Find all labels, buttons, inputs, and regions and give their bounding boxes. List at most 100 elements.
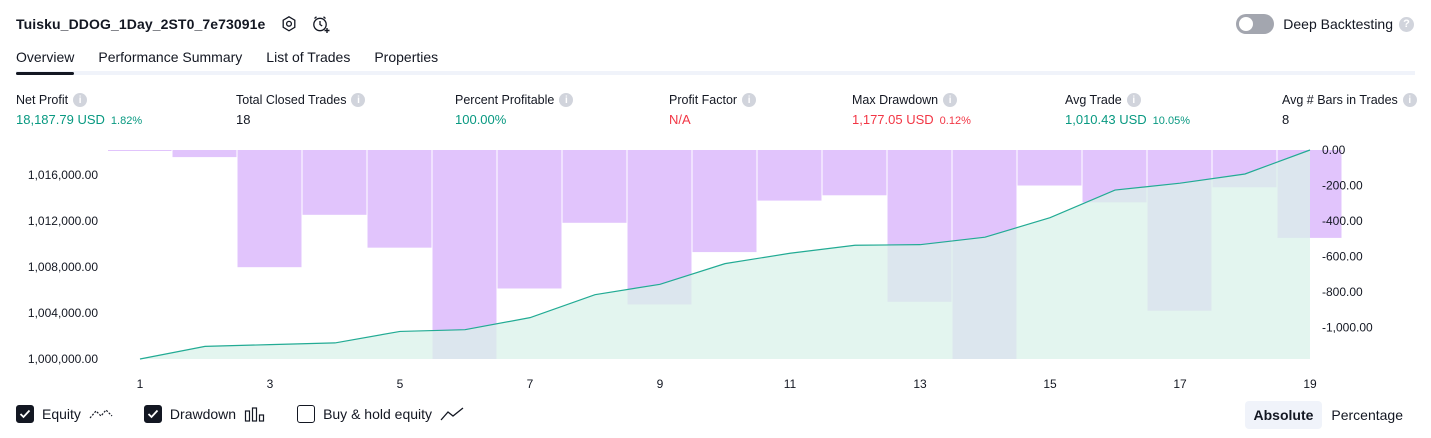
deep-backtesting-label: Deep Backtesting	[1283, 16, 1393, 32]
legend-buy-hold[interactable]: Buy & hold equity	[297, 405, 464, 423]
metric-percent: 0.12%	[939, 115, 971, 127]
left-axis-tick-label: 1,012,000.00	[28, 214, 98, 228]
legend-drawdown[interactable]: Drawdown	[143, 405, 266, 423]
left-axis-labels: 1,000,000.00 1,004,000.00 1,008,000.00 1,01…	[28, 168, 98, 366]
x-axis-tick-label: 5	[397, 377, 404, 391]
left-axis-tick-label: 1,008,000.00	[28, 260, 98, 274]
x-axis-tick-label: 13	[913, 377, 927, 391]
metric-profit-factor: Profit Factor i N/A	[669, 93, 757, 127]
metric-label: Total Closed Trades	[236, 93, 347, 107]
metrics-row: Net Profit i 18,187.79 USD 1.82% Total Clo…	[0, 93, 1431, 133]
strategy-title: Tuisku_DDOG_1Day_2ST0_7e73091e	[16, 16, 266, 32]
drawdown-checkbox[interactable]	[143, 405, 162, 423]
deep-backtesting-toggle[interactable]	[1236, 14, 1275, 34]
metric-value: 1,177.05 USD	[852, 112, 934, 127]
metric-label: Avg Trade	[1065, 93, 1122, 107]
equity-line-icon	[89, 406, 113, 422]
equity-series	[139, 149, 1311, 360]
x-axis-tick-label: 11	[784, 377, 797, 391]
tab-list-of-trades[interactable]: List of Trades	[266, 49, 351, 65]
drawdown-bar	[108, 150, 172, 151]
metric-total-closed-trades: Total Closed Trades i 18	[236, 93, 366, 127]
left-axis-tick-label: 1,000,000.00	[28, 352, 98, 366]
drawdown-bar	[1017, 150, 1082, 186]
info-icon[interactable]: i	[943, 93, 958, 107]
metric-label: Percent Profitable	[455, 93, 555, 107]
help-icon[interactable]: ?	[1399, 16, 1414, 32]
equity-drawdown-chart[interactable]: 1,000,000.00 1,004,000.00 1,008,000.00 1,01…	[0, 140, 1431, 400]
right-axis-tick-label: -200.00	[1322, 179, 1363, 193]
chart-legend: Equity Drawdown Buy & hold equity	[16, 403, 495, 425]
right-axis-tick-label: -600.00	[1322, 250, 1363, 264]
metric-percent: 1.82%	[110, 115, 143, 127]
drawdown-bar	[172, 150, 237, 158]
drawdown-bars-icon	[244, 406, 266, 422]
drawdown-bar	[757, 150, 822, 201]
absolute-button[interactable]: Absolute	[1244, 401, 1323, 429]
equity-checkbox[interactable]	[16, 405, 34, 423]
add-alert-clock-icon[interactable]	[311, 14, 331, 34]
x-axis-tick-label: 7	[527, 377, 534, 391]
percentage-button[interactable]: Percentage	[1331, 407, 1403, 423]
strategy-header: Tuisku_DDOG_1Day_2ST0_7e73091e	[16, 12, 331, 36]
chart-svg: 1,000,000.00 1,004,000.00 1,008,000.00 1,01…	[28, 143, 1373, 391]
info-icon[interactable]: i	[351, 93, 366, 107]
drawdown-bar	[692, 150, 757, 253]
drawdown-bar	[432, 150, 497, 359]
metric-percent: 10.05%	[1152, 115, 1190, 127]
drawdown-bar	[367, 150, 432, 248]
legend-equity[interactable]: Equity	[16, 405, 113, 423]
settings-gear-icon[interactable]	[279, 14, 299, 34]
tab-overview[interactable]: Overview	[16, 47, 75, 75]
x-axis-tick-label: 9	[657, 377, 664, 391]
drawdown-bar	[237, 150, 302, 268]
metric-label: Profit Factor	[669, 93, 738, 107]
deep-backtesting-control: Deep Backtesting ?	[1236, 13, 1414, 35]
x-axis-tick-label: 17	[1173, 377, 1187, 391]
right-axis-labels: 0.00 -200.00 -400.00 -600.00 -800.00 -1,000.0…	[1322, 143, 1373, 335]
right-axis-tick-label: -400.00	[1322, 214, 1363, 228]
info-icon[interactable]: i	[559, 93, 574, 107]
x-axis-tick-label: 19	[1303, 377, 1317, 391]
value-mode-switch: Absolute Percentage	[1244, 401, 1413, 429]
right-axis-tick-label: -800.00	[1322, 285, 1363, 299]
drawdown-bar	[562, 150, 627, 223]
info-icon[interactable]: i	[73, 93, 88, 107]
tab-bar: Overview Performance Summary List of Tra…	[16, 47, 1415, 75]
toggle-knob	[1239, 17, 1254, 31]
x-axis-tick-label: 3	[267, 377, 274, 391]
buy-hold-line-icon	[440, 406, 464, 422]
info-icon[interactable]: i	[742, 93, 757, 107]
info-icon[interactable]: i	[1126, 93, 1141, 107]
drawdown-bar	[822, 150, 887, 196]
right-axis-tick-label: 0.00	[1322, 143, 1346, 157]
right-axis-tick-label: -1,000.00	[1322, 321, 1373, 335]
x-axis-tick-label: 15	[1043, 377, 1057, 391]
left-axis-tick-label: 1,004,000.00	[28, 306, 98, 320]
legend-label: Equity	[42, 406, 81, 422]
buy-hold-checkbox[interactable]	[297, 405, 316, 423]
metric-percent-profitable: Percent Profitable i 100.00%	[455, 93, 574, 127]
metric-net-profit: Net Profit i 18,187.79 USD 1.82%	[16, 93, 142, 127]
metric-value: 100.00%	[455, 112, 507, 127]
metric-value: N/A	[669, 112, 691, 127]
legend-label: Drawdown	[169, 406, 237, 422]
metric-label: Max Drawdown	[852, 93, 939, 107]
equity-area	[140, 150, 1310, 359]
metric-value: 8	[1282, 112, 1290, 127]
legend-label: Buy & hold equity	[323, 406, 433, 422]
metric-avg-bars: Avg # Bars in Trades i 8	[1282, 93, 1417, 127]
drawdown-bar	[302, 150, 367, 215]
metric-value: 18,187.79 USD	[16, 112, 105, 127]
metric-value: 18	[236, 112, 251, 127]
metric-label: Avg # Bars in Trades	[1282, 93, 1398, 107]
tab-properties[interactable]: Properties	[374, 49, 439, 65]
tab-performance-summary[interactable]: Performance Summary	[98, 49, 243, 65]
x-axis-tick-label: 1	[137, 377, 144, 391]
info-icon[interactable]: i	[1402, 93, 1417, 107]
metric-avg-trade: Avg Trade i 1,010.43 USD 10.05%	[1065, 93, 1190, 127]
metric-label: Net Profit	[16, 93, 69, 107]
left-axis-tick-label: 1,016,000.00	[28, 168, 98, 182]
metric-value: 1,010.43 USD	[1065, 112, 1147, 127]
metric-max-drawdown: Max Drawdown i 1,177.05 USD 0.12%	[852, 93, 971, 127]
